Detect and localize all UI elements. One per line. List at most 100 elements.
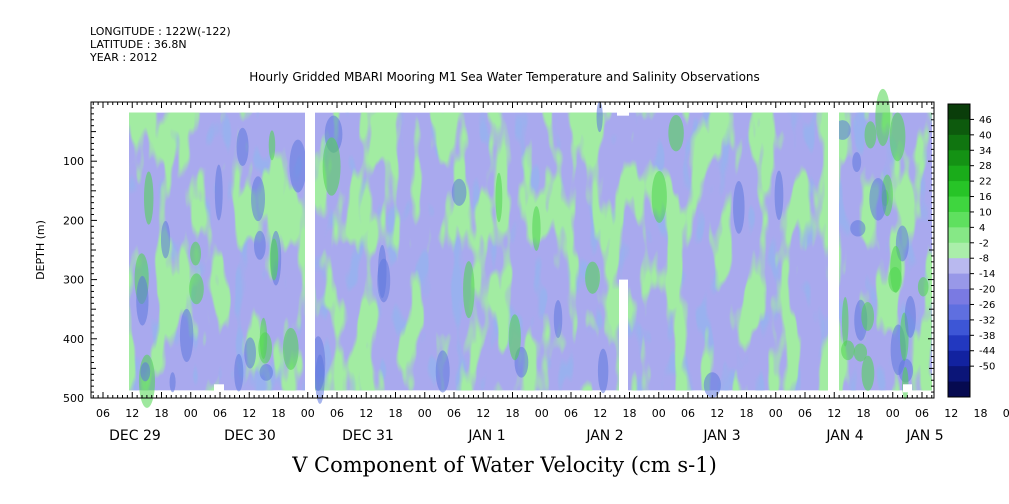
x-hour-label: 18 bbox=[623, 407, 637, 420]
gap-jan2 bbox=[619, 279, 628, 393]
x-hour-label: 12 bbox=[827, 407, 841, 420]
x-day-label: JAN 3 bbox=[702, 428, 740, 444]
negative-patch bbox=[869, 178, 887, 221]
colorbar-swatch bbox=[948, 242, 970, 259]
negative-patch bbox=[435, 350, 450, 393]
colorbar-label: -50 bbox=[979, 362, 995, 373]
x-hour-label: 00 bbox=[769, 407, 783, 420]
colorbar-swatch bbox=[948, 181, 970, 198]
colorbar-swatch bbox=[948, 366, 970, 383]
x-day-label: JAN 2 bbox=[585, 428, 623, 444]
x-hour-label: 00 bbox=[652, 407, 666, 420]
colorbar-swatch bbox=[948, 119, 970, 136]
gap-jan2-top bbox=[617, 110, 629, 116]
colorbar-swatch bbox=[948, 104, 970, 120]
x-hour-label: 06 bbox=[681, 407, 695, 420]
colorbar-swatch bbox=[948, 196, 970, 213]
latitude-label: LATITUDE : 36.8N bbox=[90, 38, 187, 51]
colorbar: 46 40 34 28 22 16 10 4 -2 -8 -14 -20 -26 -32 -38 -44 -50 bbox=[947, 103, 995, 398]
positive-patch bbox=[190, 241, 202, 266]
x-hour-label: 12 bbox=[242, 407, 256, 420]
x-hour-label: 18 bbox=[506, 407, 520, 420]
chart-title: Hourly Gridded MBARI Mooring M1 Sea Wate… bbox=[249, 70, 760, 84]
negative-patch bbox=[703, 372, 721, 398]
positive-patch bbox=[189, 273, 204, 305]
x-hour-label: 12 bbox=[710, 407, 724, 420]
positive-patch bbox=[888, 266, 902, 293]
y-tick-label: 500 bbox=[63, 392, 84, 405]
gap-dec30-bottom bbox=[214, 384, 224, 393]
colorbar-swatch bbox=[948, 304, 970, 321]
x-hour-label: 06 bbox=[213, 407, 227, 420]
x-day-label: JAN 5 bbox=[905, 428, 943, 444]
data-segment bbox=[129, 112, 305, 391]
gap-dec30 bbox=[305, 110, 315, 393]
negative-patch bbox=[259, 364, 273, 381]
colorbar-label: 22 bbox=[979, 177, 992, 188]
colorbar-label: -14 bbox=[979, 269, 995, 280]
y-tick-label: 200 bbox=[63, 214, 84, 227]
x-hour-label: 18 bbox=[740, 407, 754, 420]
negative-patch bbox=[774, 170, 784, 220]
colorbar-swatch bbox=[948, 227, 970, 244]
positive-patch bbox=[917, 277, 929, 297]
colorbar-label: -32 bbox=[979, 315, 995, 326]
x-hour-label: 06 bbox=[915, 407, 929, 420]
positive-patch bbox=[889, 112, 906, 162]
x-day-label: DEC 29 bbox=[109, 428, 161, 444]
negative-patch bbox=[553, 300, 563, 339]
negative-patch bbox=[451, 178, 467, 206]
longitude-label: LONGITUDE : 122W(-122) bbox=[90, 25, 231, 38]
x-hour-label: 18 bbox=[155, 407, 169, 420]
colorbar-label: -2 bbox=[979, 238, 989, 249]
x-hour-label: 06 bbox=[798, 407, 812, 420]
x-hour-label: 06 bbox=[330, 407, 344, 420]
negative-patch bbox=[850, 220, 866, 237]
colorbar-label: -8 bbox=[979, 254, 989, 265]
positive-patch bbox=[269, 238, 279, 281]
x-hour-label: 18 bbox=[389, 407, 403, 420]
positive-patch bbox=[508, 314, 521, 361]
positive-patch bbox=[585, 261, 600, 294]
gap-jan5-bottom bbox=[903, 384, 912, 393]
colorbar-label: 34 bbox=[979, 146, 992, 157]
negative-patch bbox=[315, 354, 325, 404]
y-tick-label: 400 bbox=[63, 333, 84, 346]
colorbar-swatch bbox=[948, 350, 970, 367]
positive-patch bbox=[138, 354, 156, 408]
colorbar-swatch bbox=[948, 258, 970, 275]
x-hour-label: 18 bbox=[857, 407, 871, 420]
colorbar-swatch bbox=[948, 211, 970, 228]
x-hour-label: 12 bbox=[476, 407, 490, 420]
gap-jan4 bbox=[828, 110, 839, 393]
x-day-label: JAN 4 bbox=[825, 428, 863, 444]
x-hour-label: 00 bbox=[418, 407, 432, 420]
colorbar-swatch bbox=[948, 381, 970, 398]
x-hour-label: 00 bbox=[535, 407, 549, 420]
negative-patch bbox=[160, 220, 171, 259]
y-tick-label: 100 bbox=[63, 155, 84, 168]
negative-patch bbox=[169, 372, 176, 393]
positive-patch bbox=[463, 261, 475, 319]
positive-patch bbox=[875, 88, 891, 147]
year-label: YEAR : 2012 bbox=[90, 51, 158, 64]
positive-patch bbox=[532, 206, 541, 251]
y-tick-label: 300 bbox=[63, 274, 84, 287]
positive-patch bbox=[861, 355, 875, 391]
negative-patch bbox=[236, 127, 249, 167]
colorbar-label: 28 bbox=[979, 161, 992, 172]
y-axis: 100 200 300 400 500 bbox=[63, 101, 934, 405]
colorbar-swatch bbox=[948, 150, 970, 167]
negative-patch bbox=[733, 181, 745, 234]
negative-patch bbox=[596, 101, 603, 133]
positive-patch bbox=[322, 137, 341, 196]
colorbar-label: -26 bbox=[979, 300, 995, 311]
colorbar-frame bbox=[947, 103, 971, 398]
heatmap-field bbox=[129, 88, 932, 408]
colorbar-label: 16 bbox=[979, 192, 992, 203]
x-hour-label: 12 bbox=[125, 407, 139, 420]
colorbar-swatch bbox=[948, 165, 970, 182]
x-hour-label: 06 bbox=[447, 407, 461, 420]
positive-patch bbox=[282, 327, 299, 371]
